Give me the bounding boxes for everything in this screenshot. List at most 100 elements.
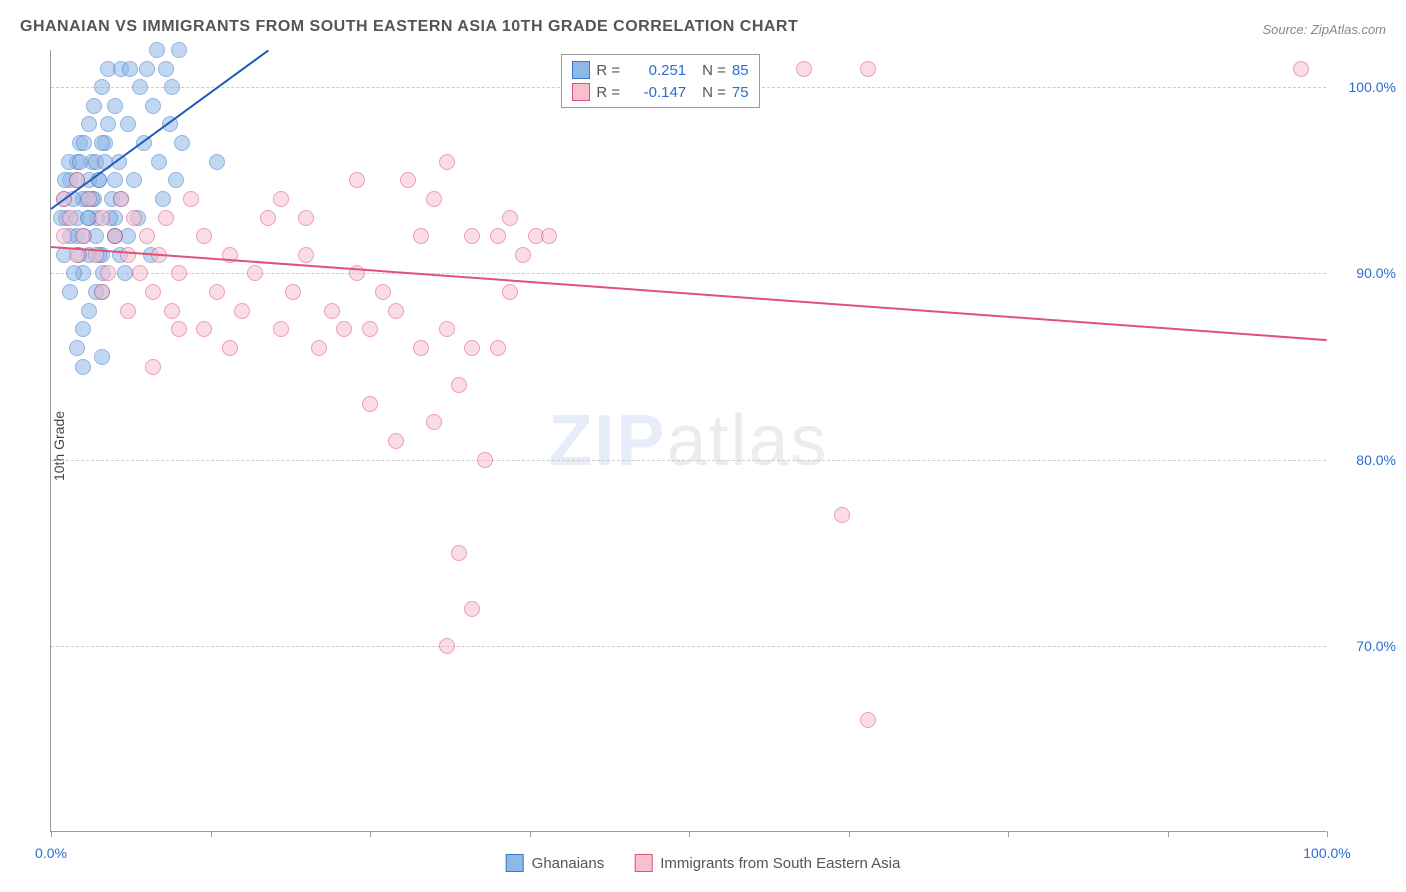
x-tick — [530, 831, 531, 837]
scatter-point — [362, 321, 378, 337]
scatter-point — [196, 321, 212, 337]
gridline — [51, 273, 1326, 274]
scatter-point — [75, 359, 91, 375]
scatter-point — [439, 154, 455, 170]
y-tick-label: 70.0% — [1336, 638, 1396, 654]
r-label: R = — [596, 84, 620, 101]
plot-area: ZIPatlas 70.0%80.0%90.0%100.0%0.0%100.0%… — [50, 50, 1326, 832]
scatter-point — [222, 340, 238, 356]
x-tick-label: 100.0% — [1303, 845, 1350, 861]
scatter-point — [196, 228, 212, 244]
scatter-point — [120, 303, 136, 319]
scatter-point — [273, 321, 289, 337]
scatter-point — [113, 191, 129, 207]
scatter-point — [81, 303, 97, 319]
scatter-point — [139, 61, 155, 77]
scatter-point — [75, 321, 91, 337]
scatter-point — [81, 191, 97, 207]
x-tick — [849, 831, 850, 837]
scatter-point — [324, 303, 340, 319]
scatter-point — [94, 79, 110, 95]
scatter-point — [247, 265, 263, 281]
scatter-point — [174, 135, 190, 151]
scatter-point — [388, 433, 404, 449]
scatter-point — [107, 98, 123, 114]
n-label: N = — [702, 62, 726, 79]
scatter-point — [56, 228, 72, 244]
scatter-point — [541, 228, 557, 244]
scatter-point — [860, 61, 876, 77]
scatter-point — [66, 265, 82, 281]
x-tick — [370, 831, 371, 837]
x-tick — [689, 831, 690, 837]
scatter-point — [117, 265, 133, 281]
scatter-point — [388, 303, 404, 319]
scatter-point — [860, 712, 876, 728]
scatter-point — [502, 284, 518, 300]
scatter-point — [75, 228, 91, 244]
scatter-point — [94, 135, 110, 151]
legend-item: Immigrants from South Eastern Asia — [634, 854, 900, 872]
scatter-point — [100, 265, 116, 281]
scatter-point — [149, 42, 165, 58]
scatter-point — [132, 79, 148, 95]
scatter-point — [94, 284, 110, 300]
scatter-point — [94, 349, 110, 365]
scatter-point — [171, 321, 187, 337]
scatter-point — [86, 98, 102, 114]
scatter-point — [171, 265, 187, 281]
scatter-point — [464, 340, 480, 356]
x-tick — [1008, 831, 1009, 837]
scatter-point — [298, 210, 314, 226]
scatter-point — [298, 247, 314, 263]
trend-line — [51, 246, 1327, 341]
y-tick-label: 100.0% — [1336, 79, 1396, 95]
scatter-point — [120, 247, 136, 263]
scatter-point — [139, 228, 155, 244]
scatter-point — [349, 172, 365, 188]
legend-label: Ghanaians — [532, 855, 605, 872]
n-label: N = — [702, 84, 726, 101]
watermark: ZIPatlas — [548, 400, 828, 482]
scatter-point — [155, 191, 171, 207]
scatter-point — [164, 303, 180, 319]
x-tick — [51, 831, 52, 837]
scatter-point — [209, 284, 225, 300]
chart-title: GHANAIAN VS IMMIGRANTS FROM SOUTH EASTER… — [20, 18, 798, 36]
r-label: R = — [596, 62, 620, 79]
legend-row: R =-0.147N =75 — [572, 81, 748, 103]
y-tick-label: 90.0% — [1336, 265, 1396, 281]
scatter-point — [439, 321, 455, 337]
scatter-point — [107, 172, 123, 188]
scatter-point — [502, 210, 518, 226]
legend-row: R =0.251N =85 — [572, 59, 748, 81]
x-tick-label: 0.0% — [35, 845, 67, 861]
scatter-point — [72, 154, 88, 170]
legend-swatch — [572, 61, 590, 79]
scatter-point — [1293, 61, 1309, 77]
scatter-point — [451, 377, 467, 393]
scatter-point — [183, 191, 199, 207]
n-value: 85 — [732, 62, 749, 79]
scatter-point — [260, 210, 276, 226]
x-tick — [211, 831, 212, 837]
scatter-point — [151, 154, 167, 170]
scatter-point — [413, 340, 429, 356]
legend-bottom: Ghanaians Immigrants from South Eastern A… — [506, 854, 901, 872]
scatter-point — [426, 414, 442, 430]
scatter-point — [126, 172, 142, 188]
scatter-point — [834, 507, 850, 523]
scatter-point — [796, 61, 812, 77]
scatter-point — [285, 284, 301, 300]
scatter-point — [515, 247, 531, 263]
gridline — [51, 646, 1326, 647]
scatter-point — [464, 228, 480, 244]
scatter-point — [164, 79, 180, 95]
scatter-point — [375, 284, 391, 300]
scatter-point — [81, 116, 97, 132]
scatter-point — [120, 116, 136, 132]
scatter-point — [490, 340, 506, 356]
scatter-point — [145, 284, 161, 300]
scatter-point — [126, 210, 142, 226]
scatter-point — [451, 545, 467, 561]
